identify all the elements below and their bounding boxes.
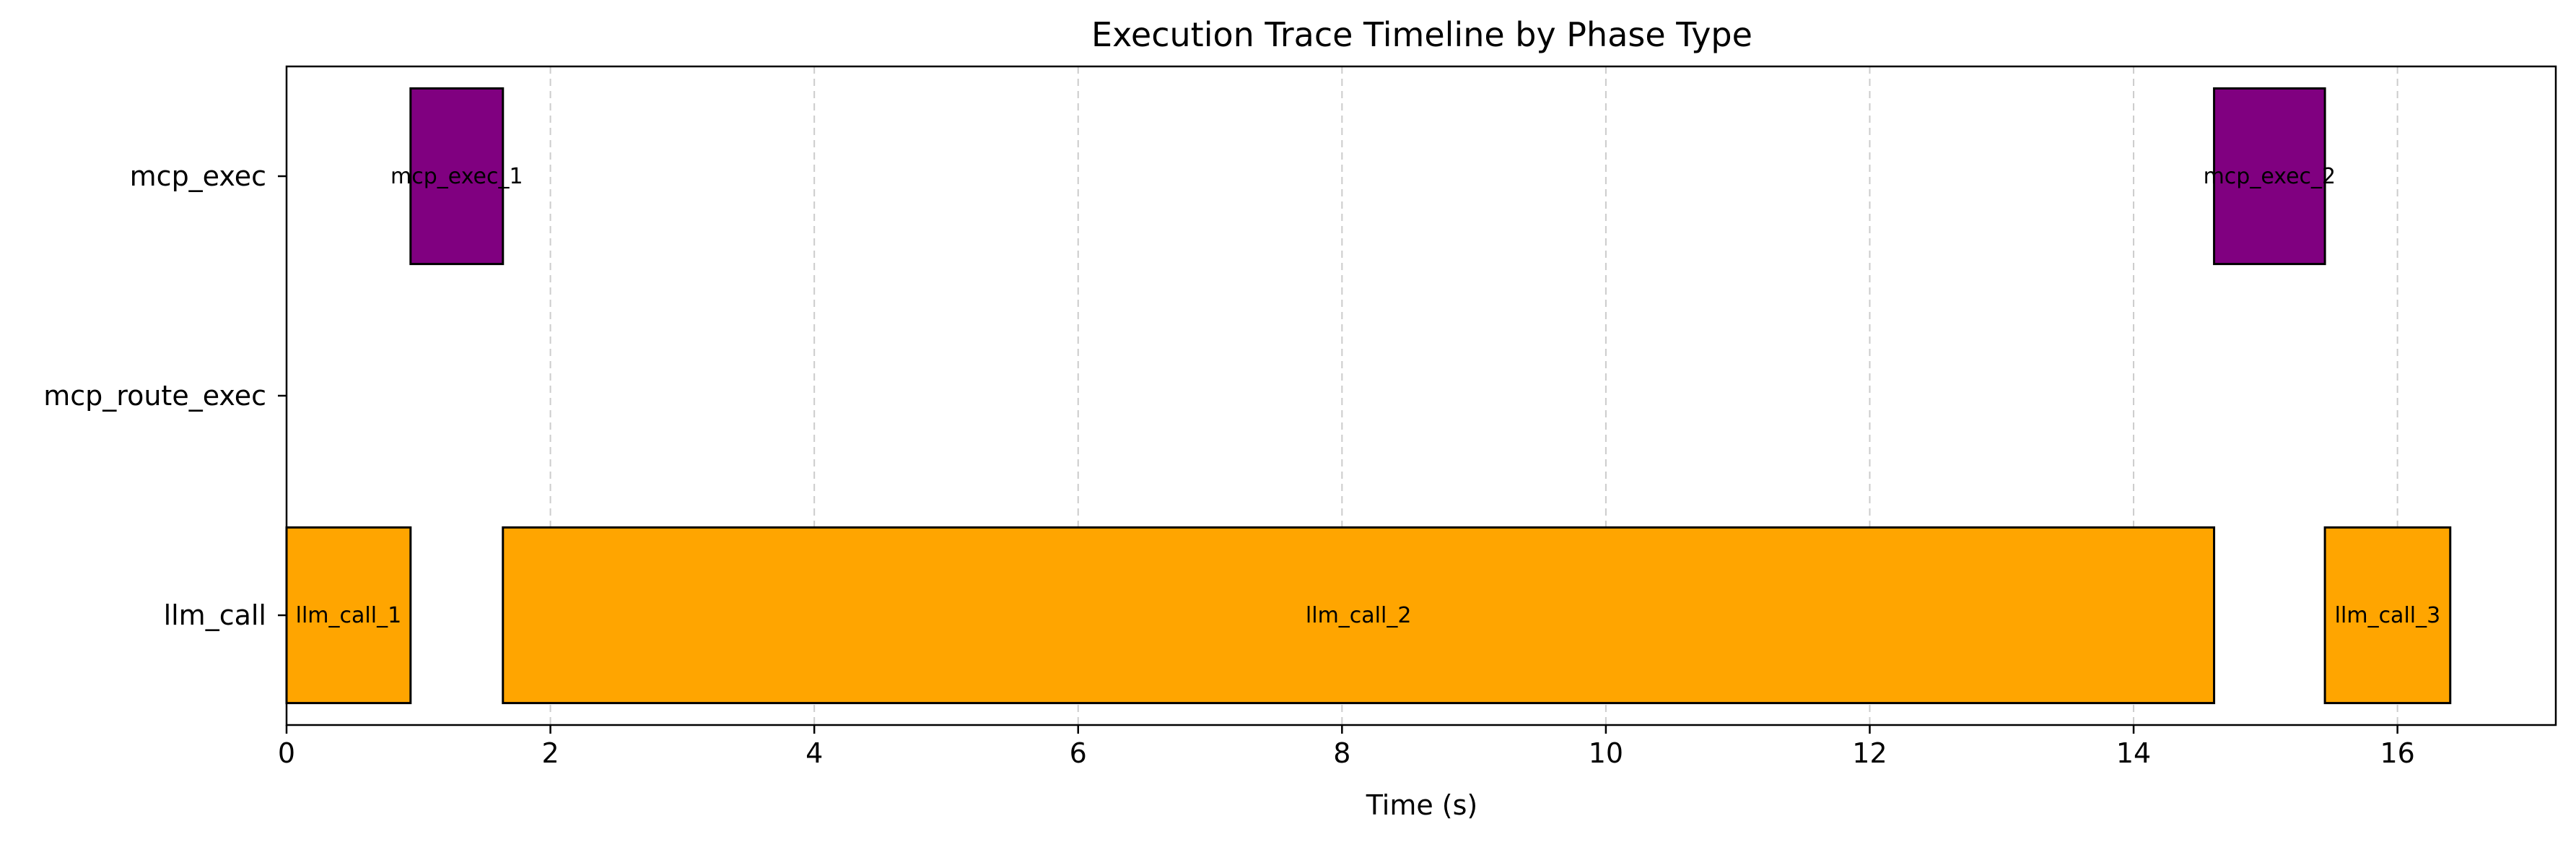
timeline-bar xyxy=(2323,526,2452,705)
bar-labels: llm_call_1 mcp_exec_1 llm_call_2 mcp_exec_2… xyxy=(296,164,2441,628)
chart-title: Execution Trace Timeline by Phase Type xyxy=(1091,15,1752,54)
x-tick-label: 10 xyxy=(1589,737,1623,769)
x-axis-label: Time (s) xyxy=(1366,789,1478,821)
x-tick-label: 14 xyxy=(2116,737,2151,769)
y-tick-label: mcp_route_exec xyxy=(43,380,266,412)
bar-label: llm_call_3 xyxy=(2335,603,2441,628)
y-tick-label: llm_call xyxy=(164,599,266,631)
x-tick-label: 16 xyxy=(2380,737,2414,769)
y-axis: llm_call mcp_route_exec mcp_exec xyxy=(43,160,287,631)
x-axis: 0 2 4 6 8 10 12 14 16 xyxy=(278,725,2415,769)
bar-label: mcp_exec_2 xyxy=(2204,164,2336,189)
x-tick-label: 0 xyxy=(278,737,295,769)
bar-label: llm_call_2 xyxy=(1306,603,1412,628)
x-tick-label: 6 xyxy=(1070,737,1087,769)
x-tick-label: 12 xyxy=(1852,737,1887,769)
x-tick-label: 2 xyxy=(541,737,559,769)
bar-label: mcp_exec_1 xyxy=(390,164,523,189)
x-tick-label: 8 xyxy=(1333,737,1350,769)
x-tick-label: 4 xyxy=(805,737,823,769)
bar-label: llm_call_1 xyxy=(296,603,402,628)
timeline-bar xyxy=(2213,87,2326,266)
timeline-bar xyxy=(502,526,2216,705)
bars xyxy=(285,87,2452,705)
timeline-bar xyxy=(409,87,505,266)
y-tick-label: mcp_exec xyxy=(130,160,266,192)
timeline-bar xyxy=(285,526,412,705)
